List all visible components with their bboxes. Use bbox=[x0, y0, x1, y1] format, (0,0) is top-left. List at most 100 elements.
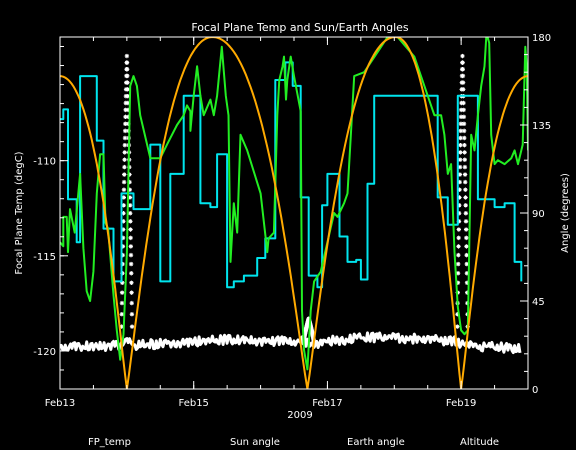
fp-temp-marker bbox=[462, 135, 467, 141]
fp-temp-marker bbox=[120, 235, 126, 241]
fp-temp-marker bbox=[124, 53, 130, 59]
fp-temp-marker bbox=[122, 164, 127, 170]
fp-temp-marker bbox=[126, 114, 131, 120]
fp-temp-marker bbox=[462, 172, 468, 177]
fp-temp-marker bbox=[129, 312, 135, 317]
fp-temp-marker bbox=[119, 300, 125, 306]
fp-temp-marker bbox=[128, 227, 133, 232]
fp-temp-marker bbox=[121, 179, 127, 185]
legend-altitude: Altitude bbox=[460, 437, 499, 448]
fp-temp-marker bbox=[124, 60, 130, 65]
fp-temp-marker bbox=[456, 261, 461, 267]
fp-temp-marker bbox=[126, 121, 131, 127]
sun-angle-line bbox=[60, 61, 523, 289]
fp-temp-marker bbox=[123, 107, 128, 113]
fp-temp-marker bbox=[129, 290, 134, 295]
fp-temp-marker bbox=[463, 195, 468, 200]
y-axis-label-left: Focal Plane Temp (degC) bbox=[14, 151, 25, 274]
fp-temp-marker bbox=[462, 157, 467, 162]
fp-temp-marker bbox=[456, 244, 461, 249]
fp-temp-marker bbox=[455, 280, 461, 285]
fp-temp-marker bbox=[462, 142, 467, 148]
fp-temp-marker bbox=[464, 252, 469, 258]
fp-temp-marker bbox=[125, 80, 130, 85]
fp-temp-marker bbox=[455, 312, 460, 317]
fp-temp-marker bbox=[127, 179, 132, 185]
fp-temp-marker bbox=[122, 135, 128, 141]
fp-temp-marker bbox=[458, 114, 464, 120]
fp-temp-marker bbox=[127, 195, 133, 200]
fp-temp-marker bbox=[123, 114, 128, 120]
fp-temp-marker bbox=[458, 128, 463, 134]
fp-temp-marker bbox=[120, 244, 126, 249]
fp-temp-marker bbox=[463, 187, 468, 192]
fp-temp-marker bbox=[463, 211, 469, 216]
y-axis-label-right: Angle (degrees) bbox=[560, 173, 571, 253]
fp-temp-marker bbox=[457, 179, 462, 185]
fp-temp-marker bbox=[125, 107, 131, 113]
fp-temp-marker bbox=[461, 114, 467, 120]
fp-temp-marker bbox=[128, 219, 133, 224]
fp-temp-marker bbox=[458, 135, 463, 141]
fp-temp-marker bbox=[123, 121, 128, 127]
fp-temp-marker bbox=[129, 324, 135, 329]
fp-temp-marker bbox=[125, 87, 130, 92]
fp-temp-marker bbox=[460, 60, 465, 65]
y-right-tick-label: 180 bbox=[532, 33, 551, 44]
fp-temp-marker bbox=[457, 203, 462, 208]
fp-temp-marker bbox=[463, 203, 468, 208]
fp-temp-marker bbox=[462, 164, 468, 170]
fp-temp-marker bbox=[464, 261, 469, 267]
fp-temp-marker bbox=[455, 324, 460, 329]
x-tick-label: Feb15 bbox=[178, 398, 208, 409]
fp-temp-marker bbox=[121, 187, 127, 192]
fp-temp-marker bbox=[461, 100, 466, 106]
fp-temp-marker bbox=[125, 73, 130, 79]
fp-temp-line bbox=[60, 331, 522, 355]
fp-temp-marker bbox=[122, 172, 127, 177]
fp-temp-marker bbox=[125, 100, 131, 106]
legend-earth-angle: Earth angle bbox=[347, 437, 405, 448]
fp-temp-marker bbox=[120, 252, 125, 258]
fp-temp-marker bbox=[119, 312, 125, 317]
fp-temp-marker bbox=[463, 219, 469, 224]
fp-temp-marker bbox=[119, 324, 124, 329]
fp-temp-marker bbox=[121, 219, 126, 224]
fp-temp-marker bbox=[457, 172, 463, 177]
fp-temp-marker bbox=[456, 211, 462, 216]
fp-temp-marker bbox=[460, 73, 466, 79]
x-axis-label: 2009 bbox=[287, 410, 312, 421]
fp-temp-marker bbox=[459, 107, 464, 113]
y-right-tick-label: 0 bbox=[532, 385, 538, 396]
fp-temp-marker bbox=[458, 142, 463, 148]
fp-temp-marker bbox=[455, 271, 461, 276]
fp-temp-marker bbox=[129, 280, 134, 285]
fp-temp-marker bbox=[456, 235, 461, 241]
fp-temp-marker bbox=[119, 290, 125, 295]
fp-temp-marker bbox=[458, 121, 464, 127]
fp-temp-marker bbox=[456, 219, 462, 224]
fp-temp-marker bbox=[121, 195, 127, 200]
y-right-tick-label: 90 bbox=[532, 209, 545, 220]
fp-temp-marker bbox=[122, 128, 128, 134]
y-left-tick-label: -110 bbox=[33, 157, 56, 168]
fp-temp-marker bbox=[460, 53, 465, 59]
fp-temp-marker bbox=[458, 150, 463, 155]
fp-temp-marker bbox=[122, 150, 127, 155]
chart-title: Focal Plane Temp and Sun/Earth Angles bbox=[191, 21, 409, 34]
fp-temp-marker bbox=[129, 300, 134, 306]
fp-temp-marker bbox=[125, 93, 130, 99]
legend-sun-angle: Sun angle bbox=[230, 437, 280, 448]
fp-temp-marker bbox=[462, 150, 467, 155]
fp-temp-marker bbox=[461, 107, 466, 113]
fp-temp-marker bbox=[122, 157, 127, 162]
fp-temp-marker bbox=[128, 261, 134, 267]
fp-temp-marker bbox=[456, 252, 461, 258]
fp-temp-marker bbox=[461, 87, 466, 92]
fp-temp-marker bbox=[461, 121, 467, 127]
fp-temp-marker bbox=[464, 280, 470, 285]
fp-temp-marker bbox=[127, 187, 132, 192]
fp-temp-marker bbox=[128, 211, 133, 216]
fp-temp-marker bbox=[457, 164, 463, 170]
